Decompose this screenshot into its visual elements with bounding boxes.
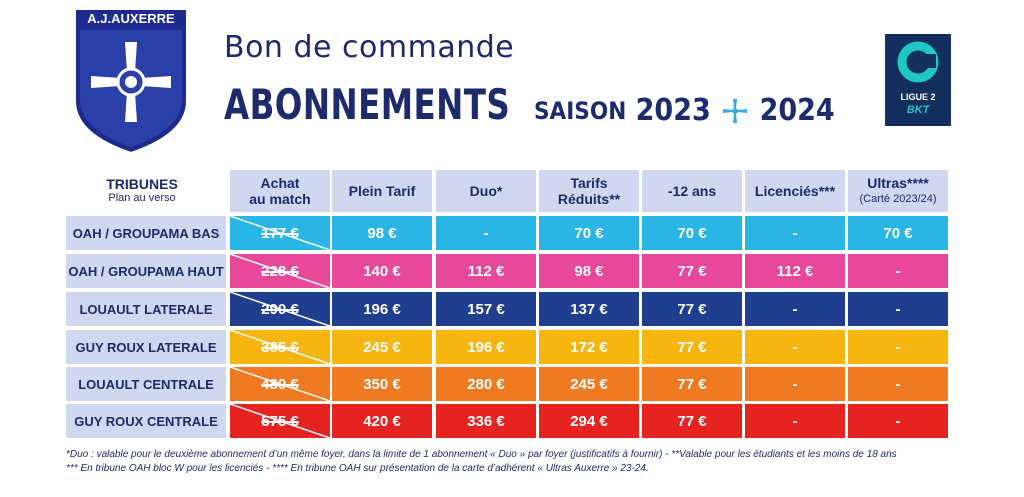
column-header-label: Ultras**** (Carté 2023/24) — [859, 175, 937, 205]
league-line1: LIGUE 2 — [900, 92, 936, 102]
price-cell: - — [745, 216, 845, 250]
column-header-label: Achat au match — [249, 175, 311, 207]
price-cell: 70 € — [539, 216, 639, 250]
tribune-name: OAH / GROUPAMA HAUT — [66, 254, 226, 288]
tribune-name: LOUAULT LATERALE — [66, 292, 226, 326]
season-end: 2024 — [759, 93, 835, 128]
column-header: Tarifs Réduits** — [539, 170, 639, 212]
column-header: Duo* — [436, 170, 536, 212]
price-cell: 70 € — [848, 216, 948, 250]
price-cell: 294 € — [539, 404, 639, 438]
price-cell: 98 € — [332, 216, 432, 250]
match-price: 480 € — [261, 375, 299, 393]
column-header-label: Tarifs Réduits** — [557, 175, 621, 207]
price-cell: 350 € — [332, 367, 432, 401]
price-cell: 157 € — [436, 292, 536, 326]
title-top: Bon de commande — [224, 30, 515, 65]
price-cell: 77 € — [642, 367, 742, 401]
match-price: 385 € — [261, 338, 299, 356]
tribune-name: OAH / GROUPAMA BAS — [66, 216, 226, 250]
column-header: Licenciés*** — [745, 170, 845, 212]
ligue2-logo: LIGUE 2 BKT — [885, 34, 951, 126]
tribune-name: GUY ROUX CENTRALE — [66, 404, 226, 438]
price-cell: 140 € — [332, 254, 432, 288]
match-price-cell: 385 € — [230, 330, 330, 364]
column-header: Achat au match — [230, 170, 330, 212]
column-header: -12 ans — [642, 170, 742, 212]
price-cell: 420 € — [332, 404, 432, 438]
price-cell: 77 € — [642, 254, 742, 288]
price-cell: - — [745, 404, 845, 438]
season-label: SAISON — [534, 96, 627, 125]
match-price-cell: 228 € — [230, 254, 330, 288]
price-cell: - — [848, 292, 948, 326]
column-header-sub: (Carté 2023/24) — [859, 193, 937, 205]
price-cell: - — [745, 367, 845, 401]
match-price: 290 € — [261, 300, 299, 318]
price-cell: 112 € — [745, 254, 845, 288]
column-header: Ultras**** (Carté 2023/24) — [848, 170, 948, 212]
price-cell: - — [848, 367, 948, 401]
price-cell: 280 € — [436, 367, 536, 401]
footnote-1: *Duo : valable pour le deuxième abonneme… — [66, 449, 897, 460]
club-name: A.J.AUXERRE — [87, 11, 175, 26]
price-cell: 137 € — [539, 292, 639, 326]
star-icon — [723, 98, 748, 123]
match-price: 177 € — [261, 224, 299, 242]
title-main: ABONNEMENTS — [224, 80, 511, 129]
price-cell: 70 € — [642, 216, 742, 250]
column-header-label: Plein Tarif — [348, 183, 416, 199]
tribunes-header: TRIBUNES Plan au verso — [88, 176, 196, 204]
match-price: 575 € — [261, 412, 299, 430]
price-cell: 98 € — [539, 254, 639, 288]
price-cell: 112 € — [436, 254, 536, 288]
price-cell: - — [848, 330, 948, 364]
price-cell: 172 € — [539, 330, 639, 364]
column-header-label: Licenciés*** — [754, 183, 836, 199]
price-cell: 77 € — [642, 404, 742, 438]
price-cell: - — [745, 330, 845, 364]
match-price: 228 € — [261, 262, 299, 280]
match-price-cell: 575 € — [230, 404, 330, 438]
tribunes-header-main: TRIBUNES — [106, 176, 178, 192]
price-cell: - — [745, 292, 845, 326]
tribune-name: LOUAULT CENTRALE — [66, 367, 226, 401]
club-crest: A.J.AUXERRE — [72, 6, 190, 156]
column-header-label: -12 ans — [667, 183, 717, 199]
league-line2: BKT — [906, 104, 930, 116]
footnote-2: *** En tribune OAH bloc W pour les licen… — [66, 463, 649, 474]
column-header-label: Duo* — [469, 183, 503, 199]
column-header: Plein Tarif — [332, 170, 432, 212]
tribunes-header-sub: Plan au verso — [108, 192, 176, 204]
price-cell: 245 € — [539, 367, 639, 401]
price-cell: 336 € — [436, 404, 536, 438]
price-cell: 245 € — [332, 330, 432, 364]
price-cell: - — [848, 404, 948, 438]
price-cell: 196 € — [436, 330, 536, 364]
match-price-cell: 480 € — [230, 367, 330, 401]
price-cell: - — [848, 254, 948, 288]
season: SAISON 2023 2024 — [534, 92, 835, 128]
tribune-name: GUY ROUX LATERALE — [66, 330, 226, 364]
season-start: 2023 — [635, 93, 711, 128]
price-cell: 77 € — [642, 292, 742, 326]
match-price-cell: 290 € — [230, 292, 330, 326]
match-price-cell: 177 € — [230, 216, 330, 250]
price-cell: 77 € — [642, 330, 742, 364]
title-main-line: ABONNEMENTS SAISON 2023 2024 — [224, 80, 835, 129]
price-cell: - — [436, 216, 536, 250]
price-cell: 196 € — [332, 292, 432, 326]
